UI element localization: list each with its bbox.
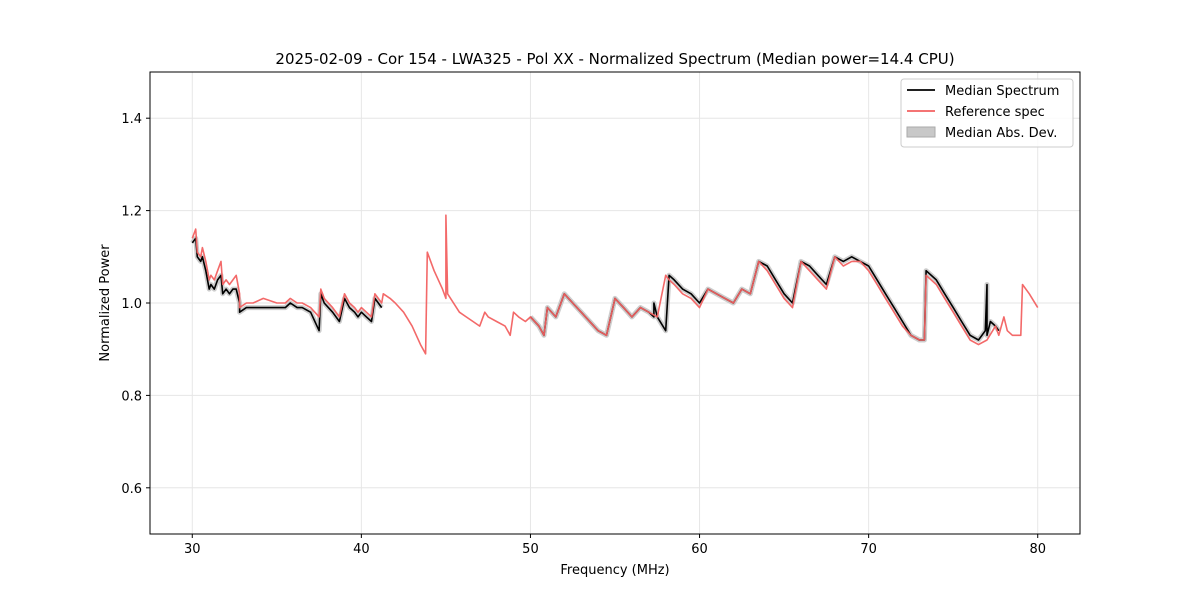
legend-swatch-mad bbox=[906, 126, 936, 138]
legend: Median Spectrum Reference spec Median Ab… bbox=[900, 78, 1074, 148]
x-axis-ticks: 30 40 50 60 70 80 bbox=[184, 534, 1046, 557]
y-axis-ticks: 0.6 0.8 1.0 1.2 1.4 bbox=[121, 112, 150, 497]
legend-label-median: Median Spectrum bbox=[945, 84, 1059, 99]
x-tick-label: 40 bbox=[353, 542, 370, 557]
legend-box bbox=[900, 78, 1074, 148]
x-tick-label: 80 bbox=[1029, 542, 1046, 557]
reference-spectrum-line bbox=[191, 214, 1039, 355]
y-tick-label: 0.6 bbox=[121, 482, 142, 497]
x-tick-label: 30 bbox=[184, 542, 201, 557]
legend-label-mad: Median Abs. Dev. bbox=[945, 126, 1057, 141]
chart-title: 2025-02-09 - Cor 154 - LWA325 - Pol XX -… bbox=[275, 50, 954, 68]
y-tick-label: 1.2 bbox=[121, 205, 142, 220]
y-axis-label: Normalized Power bbox=[98, 244, 113, 362]
x-tick-label: 70 bbox=[860, 542, 877, 557]
y-tick-label: 1.4 bbox=[121, 112, 142, 127]
x-axis-label: Frequency (MHz) bbox=[560, 563, 669, 578]
y-tick-label: 0.8 bbox=[121, 389, 142, 404]
x-tick-label: 50 bbox=[522, 542, 539, 557]
plot-area bbox=[190, 214, 1039, 355]
x-tick-label: 60 bbox=[691, 542, 708, 557]
legend-label-reference: Reference spec bbox=[945, 105, 1045, 120]
y-tick-label: 1.0 bbox=[121, 297, 142, 312]
